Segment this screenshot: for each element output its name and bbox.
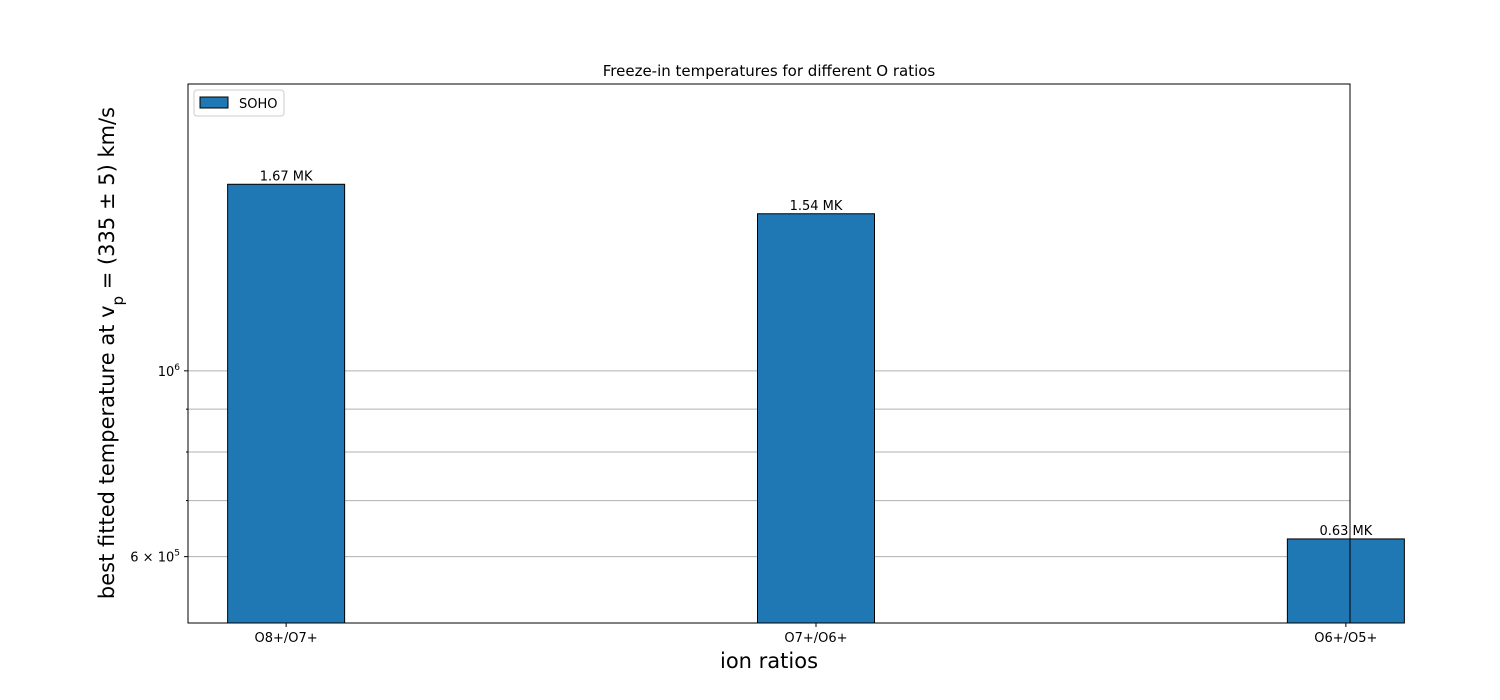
bar-o8-o7- — [227, 183, 346, 624]
y-tick-label-0: 106 — [158, 363, 181, 380]
bar-value-label-1: 1.54 MK — [790, 199, 843, 214]
x-tick-label-1: O7+/O6+ — [784, 631, 847, 646]
y-axis-label: best fitted temperature at vp = (335 ± 5… — [95, 107, 127, 599]
bar-value-label-2: 0.63 MK — [1319, 524, 1372, 539]
legend-label-soho: SOHO — [239, 97, 278, 112]
x-axis-label: ion ratios — [720, 649, 818, 673]
y-axis-label-text: best fitted temperature at v — [95, 305, 119, 599]
bar-value-label-0: 1.67 MK — [260, 169, 313, 184]
bar-o6-o5- — [1286, 538, 1405, 624]
legend-swatch-soho — [199, 96, 229, 109]
y-tick-layer: 106 6 × 105 — [130, 363, 188, 566]
x-tick-label-2: O6+/O5+ — [1314, 631, 1377, 646]
bar-o7-o6- — [757, 213, 875, 624]
x-tick-label-0: O8+/O7+ — [255, 631, 318, 646]
axes-frame — [187, 83, 1351, 624]
legend: SOHO — [193, 89, 285, 117]
y-axis-label-tail: = (335 ± 5) km/s — [95, 107, 119, 296]
bar-layer — [227, 183, 1405, 624]
y-axis-label-subscript: p — [109, 296, 127, 306]
bar-label-layer: 1.67 MK 1.54 MK 0.63 MK — [260, 169, 1373, 539]
x-tick-layer: O8+/O7+ O7+/O6+ O6+/O5+ — [255, 623, 1377, 646]
y-tick-label-1: 6 × 105 — [130, 549, 180, 566]
chart-title: Freeze-in temperatures for different O r… — [603, 62, 936, 80]
